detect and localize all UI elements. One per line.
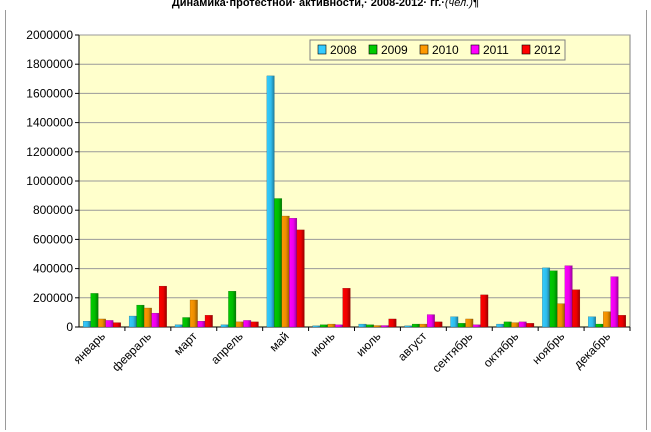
bar-2012-июнь [342, 288, 351, 328]
bar-2011-июль [381, 325, 389, 328]
bar-2011-ноябрь [564, 265, 573, 328]
y-tick-label: 1800000 [26, 57, 73, 71]
paragraph-mark: ¶ [472, 0, 480, 9]
bar-2010-август [419, 323, 428, 328]
title-text: Динамика·протестной· активности,· 2008-2… [171, 0, 445, 9]
y-tick-label: 800000 [33, 203, 73, 217]
bar-2010-ноябрь [557, 303, 566, 328]
legend-label-2012: 2012 [534, 43, 561, 57]
bar-2009-май [274, 198, 283, 328]
legend-label-2011: 2011 [483, 43, 509, 57]
bar-2009-октябрь [503, 321, 512, 328]
bar-2010-май [281, 215, 290, 328]
bar-2008-март [174, 324, 183, 328]
x-tick-label: ноябрь [529, 329, 567, 367]
legend-label-2009: 2009 [381, 43, 408, 57]
bar-2012-май [296, 229, 305, 328]
bar-2009-ноябрь [549, 270, 558, 328]
bar-2012-апрель [250, 321, 259, 328]
bar-2009-сентябрь [457, 323, 466, 328]
x-tick-label: июнь [308, 329, 338, 359]
bar-2011-октябрь [518, 321, 527, 328]
bar-2009-август [411, 323, 420, 328]
bar-2009-июнь [320, 324, 328, 328]
bar-2012-октябрь [526, 323, 535, 328]
bar-2011-июнь [335, 324, 343, 328]
bar-2012-сентябрь [480, 294, 489, 328]
legend-swatch-2008 [317, 44, 327, 55]
bar-2011-февраль [151, 312, 160, 328]
bar-2009-февраль [136, 304, 145, 328]
bar-2009-март [182, 317, 191, 328]
page-title: Динамика·протестной· активности,· 2008-2… [0, 0, 651, 9]
y-tick-label: 200000 [33, 291, 73, 305]
y-tick-label: 600000 [33, 232, 73, 246]
y-tick-label: 1600000 [26, 86, 73, 100]
x-tick-label: декабрь [571, 329, 613, 371]
x-tick-label: март [171, 329, 200, 358]
bar-2008-май [266, 75, 275, 328]
bar-2010-сентябрь [465, 318, 474, 328]
bar-2008-апрель [220, 324, 229, 328]
x-tick-label: май [267, 329, 292, 354]
bar-2009-январь [90, 293, 99, 328]
bar-2008-декабрь [588, 316, 596, 328]
bar-2008-сентябрь [450, 316, 459, 328]
legend-swatch-2012 [521, 44, 531, 55]
bar-2010-январь [98, 318, 106, 328]
bar-2010-февраль [143, 307, 152, 328]
bar-2011-март [197, 321, 206, 328]
bar-2008-октябрь [496, 323, 505, 328]
x-tick-label: июль [353, 329, 383, 359]
bar-2010-апрель [235, 321, 244, 328]
legend-label-2008: 2008 [330, 43, 357, 57]
y-tick-label: 1200000 [26, 145, 73, 159]
bar-2008-февраль [128, 315, 137, 328]
bar-2011-январь [105, 320, 114, 328]
bar-2008-август [404, 325, 413, 328]
bar-2011-декабрь [610, 276, 619, 328]
x-tick-label: сентябрь [429, 329, 475, 375]
bar-2011-апрель [243, 320, 252, 328]
bar-2012-август [434, 321, 443, 328]
bar-2010-октябрь [511, 322, 520, 328]
bar-2011-май [289, 218, 298, 328]
x-tick-label: октябрь [480, 329, 521, 370]
x-tick-label: январь [71, 329, 108, 366]
bar-2012-январь [113, 322, 121, 328]
bar-2008-ноябрь [542, 267, 551, 328]
legend-swatch-2010 [419, 44, 429, 55]
bar-2009-июль [366, 324, 374, 328]
bar-2012-декабрь [618, 315, 626, 328]
y-tick-label: 0 [66, 320, 73, 334]
y-tick-label: 400000 [33, 262, 73, 276]
bar-2010-март [189, 299, 198, 328]
bar-2012-ноябрь [572, 289, 581, 328]
bar-2008-июнь [312, 325, 321, 328]
bar-2011-август [426, 314, 435, 328]
x-tick-label: август [395, 329, 430, 364]
y-tick-label: 2000000 [26, 28, 73, 42]
y-tick-label: 1400000 [26, 116, 73, 130]
bar-2012-июль [388, 318, 397, 328]
bar-2010-июль [373, 325, 382, 328]
x-tick-label: апрель [208, 329, 246, 367]
legend-label-2010: 2010 [432, 43, 459, 57]
bar-2010-июнь [327, 323, 336, 328]
title-unit: (чел.) [444, 0, 473, 9]
bar-2009-апрель [228, 291, 237, 328]
bar-2012-февраль [158, 285, 167, 328]
bar-2010-декабрь [603, 311, 611, 328]
legend-swatch-2009 [368, 44, 378, 55]
y-tick-label: 1000000 [26, 174, 73, 188]
bar-2012-март [204, 315, 213, 328]
chart-frame [5, 10, 647, 430]
x-tick-label: февраль [109, 329, 154, 374]
bar-2008-январь [83, 321, 91, 328]
legend-swatch-2011 [470, 44, 480, 55]
bar-2011-сентябрь [472, 324, 481, 328]
bar-2009-декабрь [595, 323, 604, 328]
bar-2008-июль [358, 323, 367, 328]
